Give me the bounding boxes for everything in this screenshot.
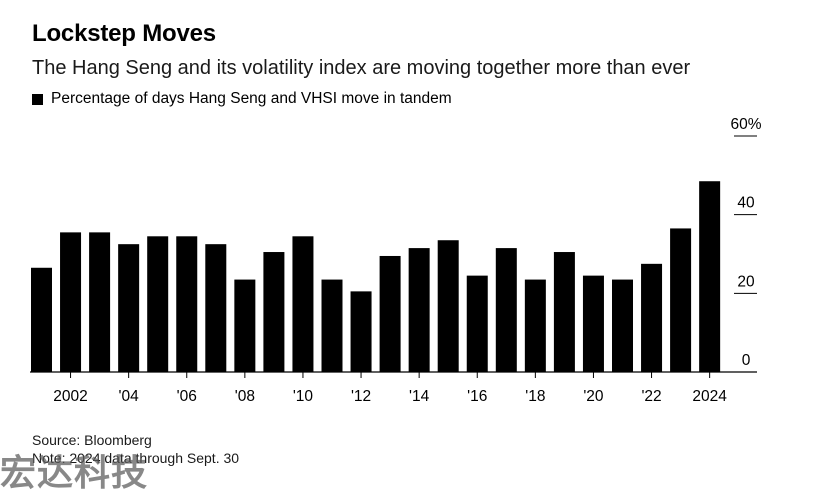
x-tick-label-2002: 2002 [53, 388, 87, 405]
x-tick-label-2008: '08 [235, 388, 255, 405]
x-tick-label-2006: '06 [177, 388, 197, 405]
bar-2003 [89, 232, 111, 372]
bar-2007 [205, 244, 227, 372]
bar-2015 [437, 240, 459, 372]
bar-2022 [641, 263, 663, 372]
bar-2017 [495, 248, 517, 372]
x-tick-label-2018: '18 [525, 388, 545, 405]
legend: Percentage of days Hang Seng and VHSI mo… [32, 90, 452, 108]
bar-2023 [670, 228, 692, 372]
bar-2008 [234, 279, 256, 372]
watermark-text: 宏达科技 [0, 453, 149, 494]
y-tick-label-0: 0 [742, 352, 751, 369]
source-text: Source: Bloomberg [32, 432, 152, 448]
bar-2013 [379, 255, 401, 372]
x-tick-label-2016: '16 [467, 388, 487, 405]
legend-swatch [32, 93, 43, 105]
x-tick-label-2022: '22 [641, 388, 661, 405]
x-tick-label-2020: '20 [583, 388, 604, 405]
bar-2019 [553, 252, 575, 372]
x-tick-label-2012: '12 [351, 388, 371, 405]
y-tick-label-20: 20 [737, 273, 755, 290]
chart-title: Lockstep Moves [32, 20, 216, 47]
bar-2005 [147, 236, 169, 372]
bar-2024 [699, 181, 721, 372]
x-tick-label-2010: '10 [293, 388, 314, 405]
x-tick-label-2014: '14 [409, 388, 430, 405]
x-tick-label-2024: 2024 [692, 388, 727, 405]
y-tick-label-60: 60% [730, 116, 761, 133]
bar-2009 [263, 252, 285, 372]
bar-2010 [292, 236, 314, 372]
bar-2020 [582, 275, 604, 372]
bar-2021 [612, 279, 633, 372]
bar-2001 [31, 267, 52, 372]
chart-subtitle: The Hang Seng and its volatility index a… [32, 57, 691, 79]
bar-2006 [176, 236, 198, 372]
bar-2002 [60, 232, 82, 372]
note-text: Note: 2024 data through Sept. 30 [32, 450, 240, 466]
bar-2004 [118, 244, 140, 372]
bar-2016 [466, 275, 488, 372]
bar-2012 [350, 291, 372, 372]
bar-2018 [524, 279, 546, 372]
bar-2011 [321, 279, 343, 372]
y-tick-label-40: 40 [737, 195, 755, 212]
x-tick-label-2004: '04 [119, 388, 140, 405]
legend-label: Percentage of days Hang Seng and VHSI mo… [51, 90, 452, 107]
bar-2014 [408, 248, 430, 372]
